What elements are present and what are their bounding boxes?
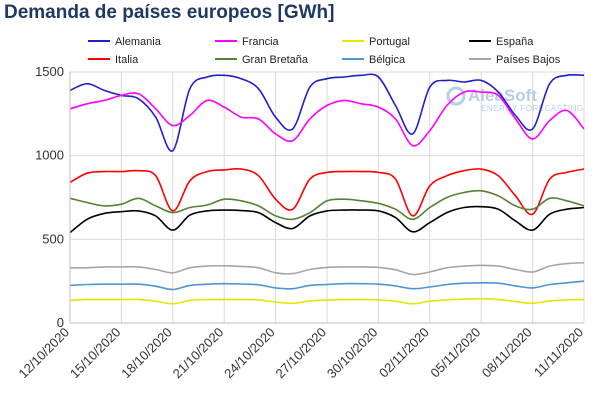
series-lines [69,73,585,305]
legend-label: Alemania [115,36,162,48]
series-line-5 [69,189,585,221]
series-line-7 [69,262,585,276]
watermark-tagline: ENERGY FORECASTING [481,104,584,113]
legend-label: Países Bajos [496,54,561,66]
grid [69,71,585,324]
legend-label: Italia [115,54,139,66]
x-tick-label: 05/11/2020 [427,325,483,381]
x-tick-label: 12/10/2020 [15,325,72,382]
watermark-brand: AleaSoft [468,86,537,105]
x-tick-label: 30/10/2020 [324,325,381,382]
x-tick-label: 21/10/2020 [170,325,227,382]
x-tick-label: 18/10/2020 [118,325,175,382]
series-line-6 [69,280,585,291]
x-axis: 12/10/202015/10/202018/10/202021/10/2020… [15,322,586,382]
x-tick-label: 08/11/2020 [479,325,535,381]
series-line-2 [69,297,585,305]
y-tick-label: 1500 [35,64,64,79]
x-tick-label: 11/11/2020 [531,325,586,380]
series-line-0 [69,73,585,152]
y-axis: 0 500 1000 1500 [35,64,71,330]
x-tick-label: 15/10/2020 [67,325,124,382]
x-tick-label: 27/10/2020 [272,325,329,382]
x-tick-label: 24/10/2020 [221,325,278,382]
legend: Alemania Francia Portugal España Italia Gran … [88,36,561,66]
legend-label: Bélgica [369,54,406,66]
watermark-logo-icon [446,86,466,106]
legend-label: España [496,36,534,48]
y-tick-label: 500 [42,231,64,246]
x-tick-label: 02/11/2020 [376,325,432,381]
y-tick-label: 0 [57,315,64,330]
chart-title: Demanda de países europeos [GWh] [4,2,335,23]
series-line-1 [69,90,585,147]
legend-label: Gran Bretaña [242,54,309,66]
legend-label: Portugal [369,36,410,48]
series-line-3 [69,205,585,234]
y-tick-label: 1000 [35,148,64,163]
series-line-4 [69,167,585,217]
legend-label: Francia [242,36,280,48]
